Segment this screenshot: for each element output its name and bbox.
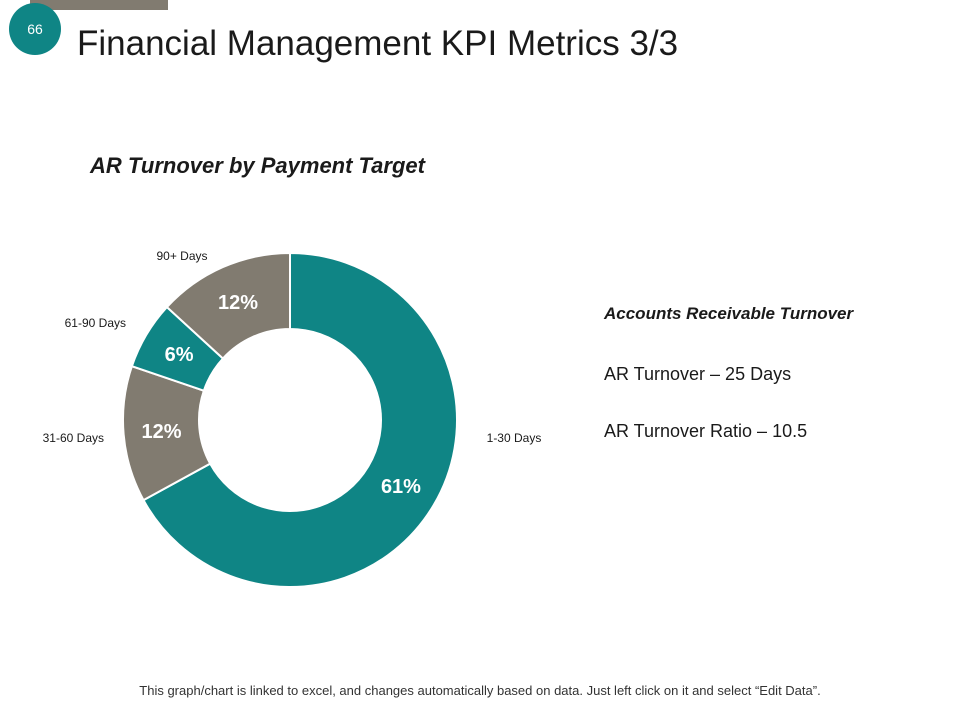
ar-turnover-days: AR Turnover – 25 Days bbox=[604, 364, 792, 384]
slice-value-label: 12% bbox=[218, 292, 258, 314]
info-panel: Accounts Receivable Turnover AR Turnover… bbox=[604, 304, 944, 441]
category-label: 90+ Days bbox=[156, 249, 207, 263]
category-label: 61-90 Days bbox=[65, 316, 126, 330]
page-title: Financial Management KPI Metrics 3/3 bbox=[77, 24, 679, 63]
footer-note: This graph/chart is linked to excel, and… bbox=[139, 683, 821, 698]
info-heading: Accounts Receivable Turnover bbox=[604, 304, 854, 323]
donut-slice-1-30-days[interactable] bbox=[142, 251, 458, 588]
chart-title[interactable]: AR Turnover by Payment Target bbox=[90, 153, 425, 178]
slice-value-label: 61% bbox=[381, 476, 421, 498]
category-label: 31-60 Days bbox=[43, 431, 104, 445]
donut-slice-90-days[interactable] bbox=[165, 251, 291, 360]
slice-value-label: 6% bbox=[165, 344, 194, 366]
slice-value-label: 12% bbox=[141, 421, 181, 443]
ar-turnover-ratio: AR Turnover Ratio – 10.5 bbox=[604, 421, 808, 441]
category-label: 1-30 Days bbox=[487, 431, 542, 445]
header-accent-bar bbox=[30, 0, 168, 10]
slide-number-badge: 66 bbox=[9, 3, 61, 55]
